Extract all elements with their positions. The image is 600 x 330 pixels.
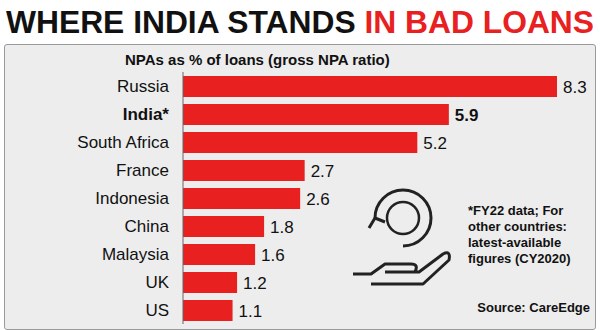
html-text:Source: CareEdge: Source: CareEdge [477,300,590,315]
svg-text:2.6: 2.6 [306,190,330,209]
svg-text:Malaysia: Malaysia [102,245,170,264]
html-text:NPAs as % of loans (gross NPA: NPAs as % of loans (gross NPA ratio) [125,51,390,68]
svg-text:France: France [116,161,169,180]
svg-text:China: China [125,217,170,236]
svg-text:US: US [145,301,169,320]
svg-text:Indonesia: Indonesia [95,189,169,208]
svg-text:8.3: 8.3 [563,78,587,97]
svg-text:2.7: 2.7 [311,162,335,181]
svg-text:5.2: 5.2 [423,134,447,153]
svg-text:1.2: 1.2 [243,274,267,293]
svg-text:South Africa: South Africa [77,133,169,152]
svg-text:UK: UK [145,273,169,292]
svg-text:Russia: Russia [117,77,170,96]
svg-text:1.1: 1.1 [239,302,263,321]
svg-text:India*: India* [123,105,170,124]
svg-text:1.6: 1.6 [261,246,285,265]
svg-text:1.8: 1.8 [270,218,294,237]
svg-text:WHERE INDIA STANDS IN BAD LOAN: WHERE INDIA STANDS IN BAD LOANS [8,5,592,40]
svg-text:5.9: 5.9 [455,106,479,125]
html-text:*FY22 data; For other countrie: *FY22 data; For other countries: latest-… [468,203,571,266]
